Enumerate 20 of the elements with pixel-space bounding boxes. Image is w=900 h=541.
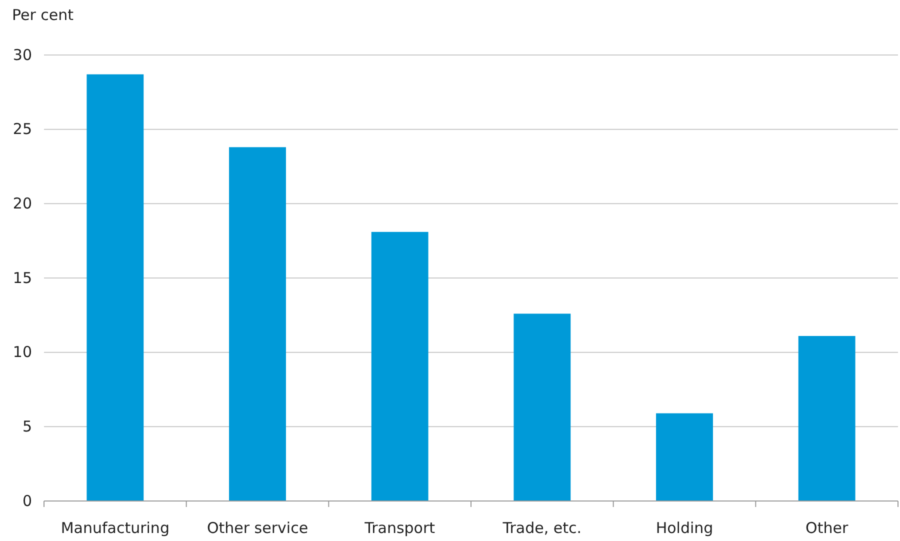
x-tick-label: Transport — [364, 519, 436, 537]
y-tick-label: 5 — [22, 417, 32, 436]
bar — [514, 314, 571, 501]
bar — [229, 147, 286, 501]
bar — [798, 336, 856, 501]
x-tick-label: Other — [806, 519, 849, 537]
y-tick-label: 20 — [12, 194, 32, 212]
y-tick-label: 0 — [22, 492, 32, 510]
y-tick-label: 25 — [12, 120, 32, 138]
y-tick-label: 15 — [12, 268, 32, 287]
x-tick-label: Other service — [206, 519, 308, 537]
y-tick-label: 10 — [12, 343, 32, 362]
bar — [656, 413, 713, 501]
x-tick-label: Manufacturing — [60, 519, 170, 537]
x-tick-label: Holding — [656, 519, 714, 537]
bar — [371, 232, 428, 501]
y-tick-label: 30 — [12, 46, 32, 64]
y-axis-title: Per cent — [12, 6, 74, 24]
bar — [86, 74, 144, 501]
x-tick-label: Trade, etc. — [502, 519, 582, 537]
